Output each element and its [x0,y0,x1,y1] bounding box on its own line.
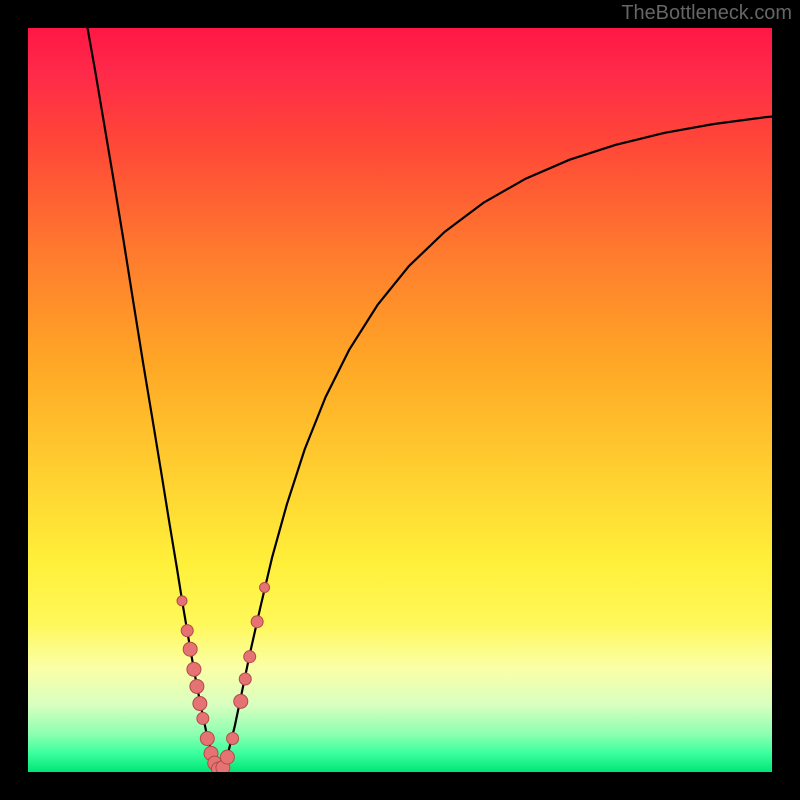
marker-point [187,662,201,676]
marker-point [197,712,209,724]
marker-point [177,596,187,606]
marker-point [183,642,197,656]
marker-point [181,625,193,637]
marker-point [251,616,263,628]
marker-point [190,679,204,693]
marker-point [244,651,256,663]
markers [177,582,270,772]
curve-right [220,117,772,771]
plot-area [28,28,772,772]
marker-point [239,673,251,685]
watermark-text: TheBottleneck.com [621,2,792,25]
chart-outer-frame: TheBottleneck.com [0,0,800,800]
marker-point [220,750,234,764]
curve-left [88,28,220,771]
marker-point [260,582,270,592]
curves-layer [28,28,772,772]
marker-point [200,732,214,746]
marker-point [227,733,239,745]
marker-point [234,694,248,708]
marker-point [193,697,207,711]
